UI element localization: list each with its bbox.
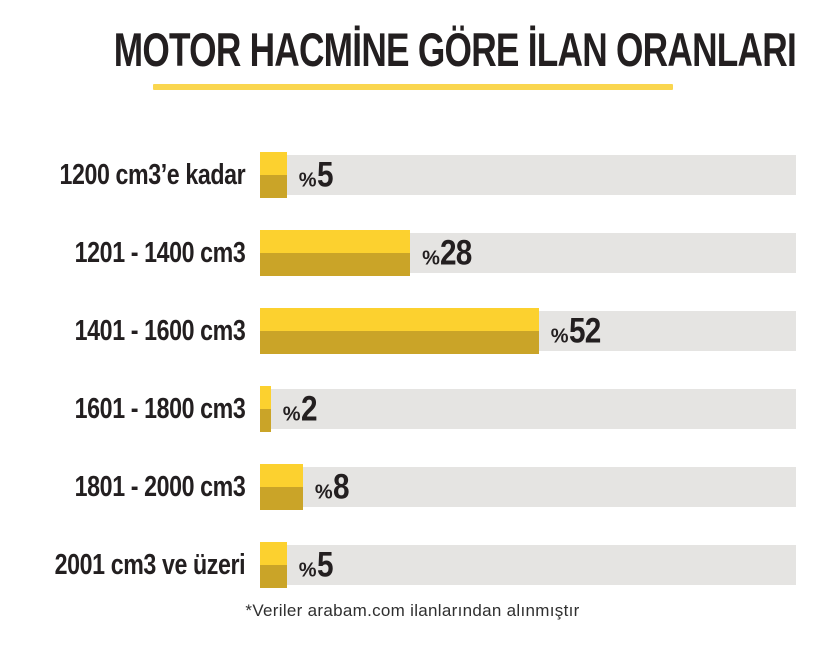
percent-sign: % bbox=[298, 559, 317, 582]
chart-row: 1801 - 2000 cm3 %8 bbox=[0, 464, 825, 510]
category-label-cell: 1801 - 2000 cm3 bbox=[0, 471, 245, 504]
value-number: 5 bbox=[316, 545, 334, 585]
bar-bottom-half bbox=[260, 331, 539, 354]
bar-track: %5 bbox=[260, 152, 796, 198]
value-label: %5 bbox=[299, 158, 335, 193]
value-number: 5 bbox=[316, 155, 334, 195]
chart-row: 2001 cm3 ve üzeri %5 bbox=[0, 542, 825, 588]
percent-sign: % bbox=[422, 247, 440, 270]
bar bbox=[260, 152, 287, 198]
bar bbox=[260, 542, 287, 588]
value-number: 8 bbox=[332, 467, 350, 507]
value-label: %5 bbox=[299, 548, 335, 583]
bar-track: %2 bbox=[260, 386, 796, 432]
value-label: %28 bbox=[422, 236, 477, 271]
page-title: MOTOR HACMİNE GÖRE İLAN ORANLARI bbox=[113, 23, 797, 76]
percent-sign: % bbox=[550, 325, 569, 348]
chart-row: 1200 cm3’e kadar %5 bbox=[0, 152, 825, 198]
category-label: 1200 cm3’e kadar bbox=[59, 158, 245, 191]
value-number: 2 bbox=[300, 389, 318, 429]
bar-track: %28 bbox=[260, 230, 796, 276]
category-label-cell: 1201 - 1400 cm3 bbox=[0, 237, 245, 270]
category-label-cell: 2001 cm3 ve üzeri bbox=[0, 549, 245, 582]
category-label: 2001 cm3 ve üzeri bbox=[54, 548, 245, 581]
bar-track: %52 bbox=[260, 308, 796, 354]
chart-row: 1601 - 1800 cm3 %2 bbox=[0, 386, 825, 432]
bar-top-half bbox=[260, 464, 303, 487]
percent-sign: % bbox=[298, 169, 317, 192]
bar bbox=[260, 230, 411, 276]
value-label: %2 bbox=[283, 392, 319, 427]
percent-sign: % bbox=[314, 481, 333, 504]
bar-bottom-half bbox=[260, 175, 287, 198]
value-label: %52 bbox=[551, 314, 606, 349]
category-label-cell: 1200 cm3’e kadar bbox=[0, 159, 245, 192]
bar-bottom-half bbox=[260, 253, 411, 276]
bar-chart: 1200 cm3’e kadar %5 1201 - 1400 cm3 %28 bbox=[0, 152, 825, 588]
value-number: 28 bbox=[439, 233, 472, 273]
bar-bottom-half bbox=[260, 487, 303, 510]
category-label-cell: 1601 - 1800 cm3 bbox=[0, 393, 245, 426]
bar-top-half bbox=[260, 386, 271, 409]
category-label: 1401 - 1600 cm3 bbox=[74, 314, 245, 347]
bar bbox=[260, 308, 539, 354]
value-label: %8 bbox=[315, 470, 351, 505]
bar-bottom-half bbox=[260, 409, 271, 432]
bar-top-half bbox=[260, 230, 411, 253]
bar-bottom-half bbox=[260, 565, 287, 588]
chart-row: 1401 - 1600 cm3 %52 bbox=[0, 308, 825, 354]
bar-track: %8 bbox=[260, 464, 796, 510]
bar bbox=[260, 386, 271, 432]
bar-track: %5 bbox=[260, 542, 796, 588]
category-label: 1601 - 1800 cm3 bbox=[74, 392, 245, 425]
bar bbox=[260, 464, 303, 510]
bar-top-half bbox=[260, 308, 539, 331]
source-note: *Veriler arabam.com ilanlarından alınmış… bbox=[245, 601, 580, 620]
chart-row: 1201 - 1400 cm3 %28 bbox=[0, 230, 825, 276]
title-underline bbox=[152, 84, 673, 90]
bar-top-half bbox=[260, 152, 287, 175]
category-label: 1801 - 2000 cm3 bbox=[74, 470, 245, 503]
category-label: 1201 - 1400 cm3 bbox=[74, 236, 245, 269]
percent-sign: % bbox=[282, 403, 301, 426]
value-number: 52 bbox=[568, 311, 601, 351]
header: MOTOR HACMİNE GÖRE İLAN ORANLARI bbox=[0, 0, 825, 90]
category-label-cell: 1401 - 1600 cm3 bbox=[0, 315, 245, 348]
bar-top-half bbox=[260, 542, 287, 565]
